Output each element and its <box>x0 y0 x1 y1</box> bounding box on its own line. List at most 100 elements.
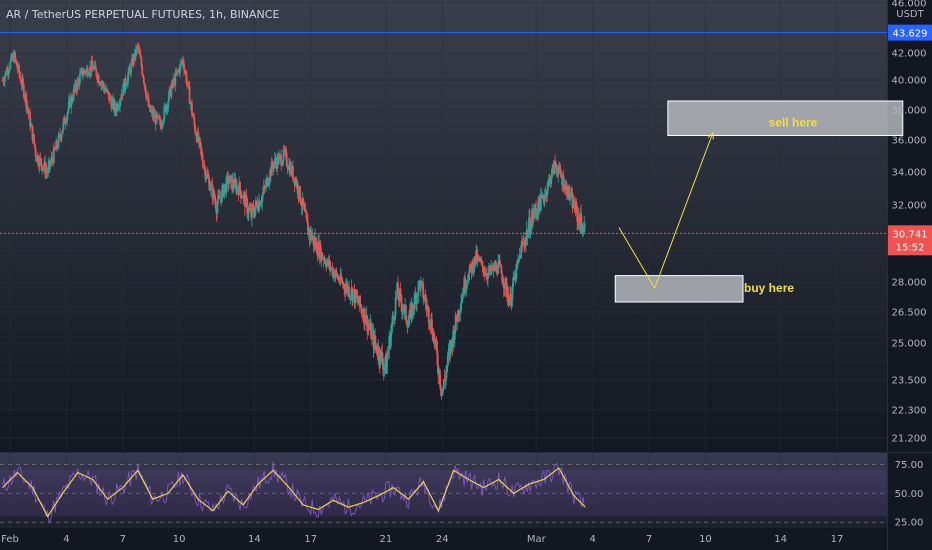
candle-up <box>546 189 549 196</box>
candle-up <box>459 310 462 313</box>
candle-down <box>204 167 207 179</box>
candle-down <box>232 179 234 187</box>
candle-up <box>176 70 178 74</box>
candle-down <box>558 165 561 170</box>
candle-up <box>167 100 170 109</box>
candle-up <box>412 308 415 310</box>
candle-down <box>44 161 47 175</box>
candle-up <box>539 194 542 211</box>
annotations: sell here buy here <box>0 32 904 303</box>
candle-down <box>400 293 403 304</box>
candle-down <box>509 293 512 306</box>
candle-down <box>284 151 287 153</box>
sell-label: sell here <box>769 116 818 130</box>
candle-up <box>371 331 373 340</box>
candle-up <box>60 133 63 139</box>
alert-price-label: 43.629 <box>893 29 928 40</box>
candle-up <box>382 366 385 370</box>
candle-down <box>15 61 18 67</box>
candle-up <box>9 60 12 69</box>
candle-up <box>125 85 128 87</box>
candle-down <box>307 222 309 236</box>
candle-down <box>56 147 59 148</box>
time-tick-label: 10 <box>173 534 186 545</box>
candle-down <box>194 124 196 133</box>
candle-up <box>442 388 444 393</box>
candle-up <box>403 305 406 312</box>
candle-up <box>390 325 393 333</box>
candle-down <box>97 75 100 83</box>
candle-down <box>271 161 274 167</box>
candle-down <box>157 116 160 119</box>
candle-up <box>57 135 60 148</box>
projection-arrowhead <box>707 132 714 140</box>
candle-up <box>569 197 571 199</box>
candle-down <box>144 85 147 93</box>
rsi-lines <box>2 461 586 525</box>
candle-up <box>447 352 450 356</box>
candle-up <box>441 392 444 395</box>
projection-line <box>618 132 714 290</box>
candle-up <box>70 96 73 108</box>
candle-down <box>285 152 288 166</box>
candle-up <box>465 281 468 288</box>
candle-down <box>22 78 24 85</box>
candle-up <box>262 186 265 193</box>
candle-down <box>439 384 442 389</box>
candle-down <box>477 255 480 258</box>
candle-down <box>535 208 538 214</box>
candle-down <box>506 282 508 298</box>
candle-down <box>562 176 565 191</box>
candle-down <box>560 175 563 178</box>
price-tick-label: 34.000 <box>892 168 927 179</box>
candle-down <box>573 199 575 208</box>
candle-up <box>458 312 461 316</box>
candle-up <box>82 70 85 75</box>
candle-up <box>8 68 11 71</box>
candle-down <box>378 347 380 361</box>
candle-down <box>56 141 58 148</box>
main-pane-background <box>0 0 887 452</box>
candle-up <box>76 79 79 91</box>
candle-down <box>374 343 377 346</box>
price-tick-label: 22.300 <box>892 406 927 417</box>
candle-down <box>576 206 579 222</box>
price-tick-label: 36.000 <box>892 136 927 147</box>
candle-down <box>142 74 144 78</box>
candle-up <box>247 208 250 214</box>
candle-up <box>170 87 173 97</box>
time-tick-label: Mar <box>527 534 547 545</box>
candle-up <box>82 74 84 76</box>
rsi-tick-label: 75.00 <box>895 460 924 471</box>
candle-up <box>120 94 123 99</box>
candle-up <box>223 188 226 197</box>
candle-down <box>246 198 249 214</box>
candle-up <box>445 371 448 381</box>
candle-down <box>375 345 378 353</box>
candle-up <box>395 295 398 298</box>
candle-down <box>420 280 423 282</box>
current-price-label: 30.741 <box>893 229 928 240</box>
candle-down <box>83 70 86 72</box>
candle-down <box>559 169 562 176</box>
time-tick-label: 10 <box>699 534 712 545</box>
candle-down <box>424 297 427 303</box>
candle-up <box>569 192 572 198</box>
candle-up <box>511 286 514 301</box>
candle-up <box>225 176 228 192</box>
candle-up <box>209 184 212 190</box>
candle-down <box>367 325 370 327</box>
candle-down <box>495 264 498 273</box>
candle-down <box>479 259 482 262</box>
candle-down <box>399 290 402 294</box>
candle-up <box>165 105 168 112</box>
candle-down <box>433 333 436 344</box>
candle-down <box>450 340 453 341</box>
candle-up <box>476 255 479 262</box>
candle-down <box>103 87 106 92</box>
candle-down <box>94 64 97 70</box>
candle-down <box>370 323 373 340</box>
candle-down <box>538 197 541 204</box>
